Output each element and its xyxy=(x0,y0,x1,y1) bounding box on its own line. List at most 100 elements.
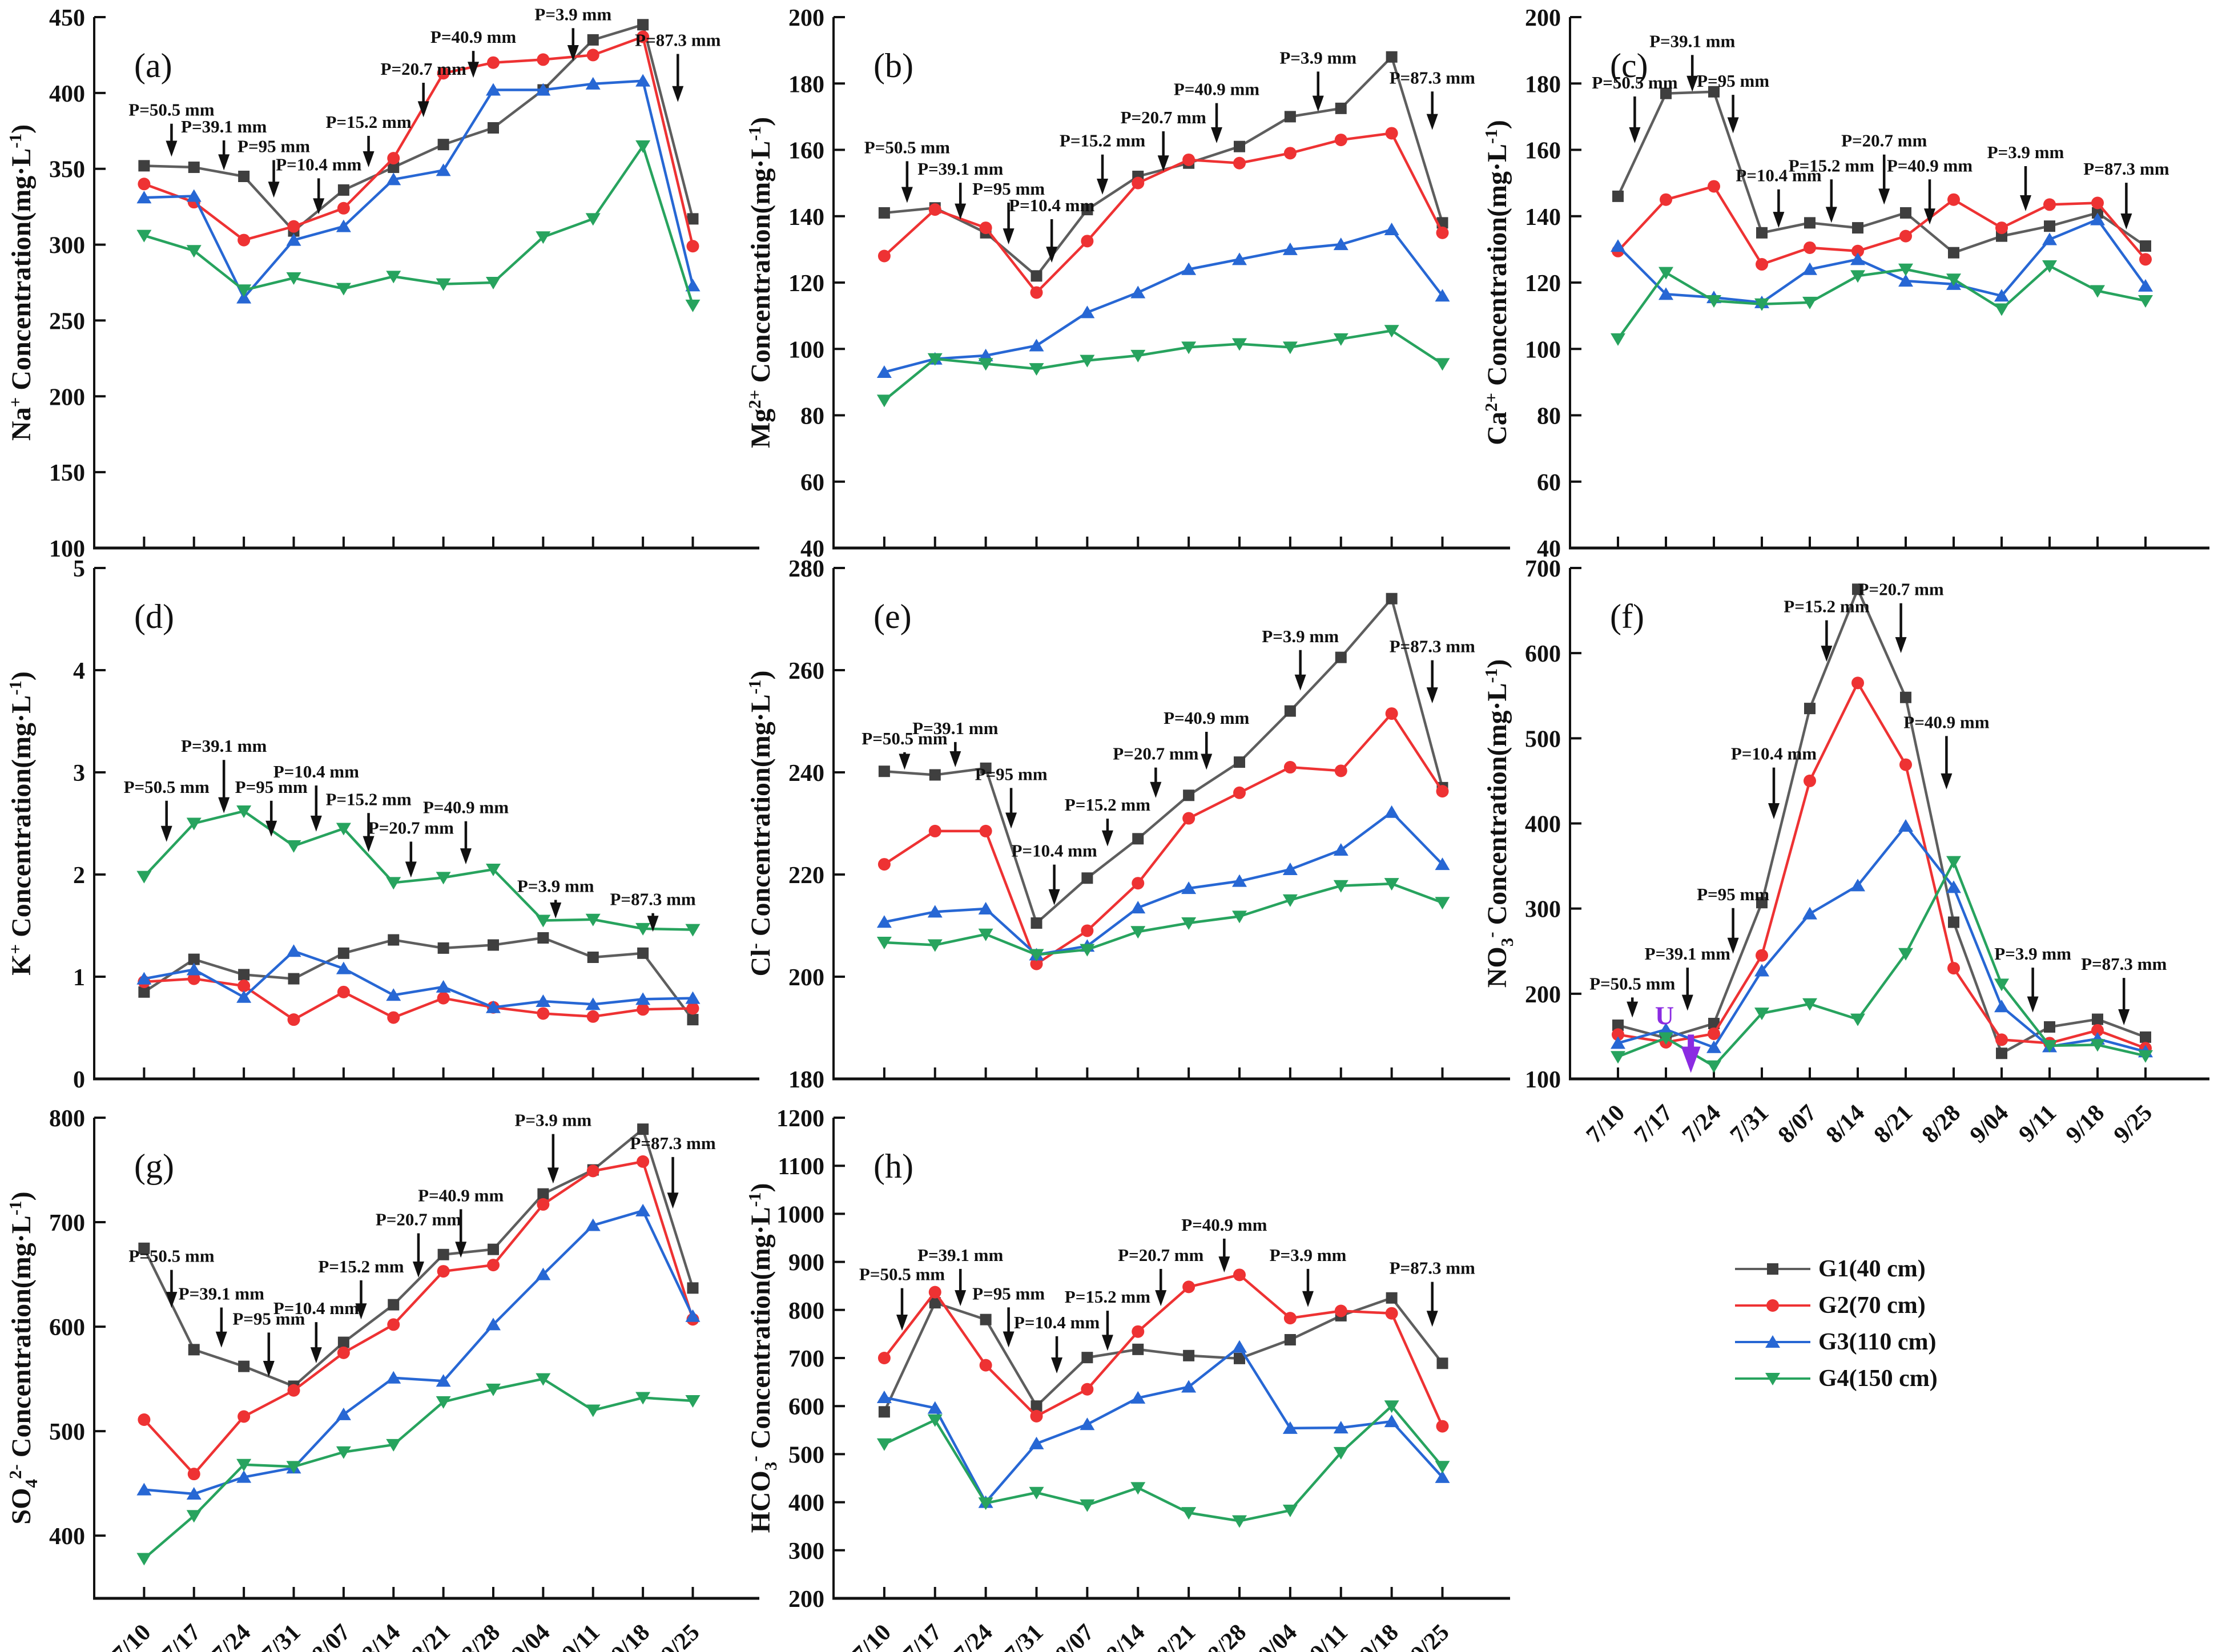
svg-text:800: 800 xyxy=(49,1106,85,1132)
svg-text:9/04: 9/04 xyxy=(1254,1619,1302,1652)
svg-text:700: 700 xyxy=(788,1346,824,1372)
svg-text:P=95 mm: P=95 mm xyxy=(972,1283,1045,1303)
svg-text:P=39.1 mm: P=39.1 mm xyxy=(181,736,267,756)
svg-text:800: 800 xyxy=(788,1298,824,1324)
svg-text:200: 200 xyxy=(49,384,85,410)
svg-text:P=15.2 mm: P=15.2 mm xyxy=(1065,1287,1150,1307)
svg-text:P=10.4 mm: P=10.4 mm xyxy=(276,154,361,174)
svg-text:3: 3 xyxy=(73,760,85,787)
svg-text:500: 500 xyxy=(49,1419,85,1445)
svg-text:200: 200 xyxy=(788,965,824,991)
svg-text:P=10.4 mm: P=10.4 mm xyxy=(1011,841,1097,861)
svg-text:P=39.1 mm: P=39.1 mm xyxy=(917,159,1003,179)
svg-text:260: 260 xyxy=(788,658,824,684)
svg-text:80: 80 xyxy=(1537,404,1561,430)
legend-item-g1: G1(40 cm) xyxy=(1733,1255,1938,1283)
svg-text:(h): (h) xyxy=(873,1147,913,1185)
svg-text:P=50.5 mm: P=50.5 mm xyxy=(128,1246,214,1266)
svg-text:P=10.4 mm: P=10.4 mm xyxy=(273,1298,359,1318)
svg-text:160: 160 xyxy=(1525,138,1561,164)
svg-text:2: 2 xyxy=(73,863,85,889)
svg-text:P=95 mm: P=95 mm xyxy=(232,1308,305,1328)
svg-text:P=15.2 mm: P=15.2 mm xyxy=(1789,155,1874,175)
svg-text:P=3.9 mm: P=3.9 mm xyxy=(1994,944,2071,964)
svg-text:Cl- Concentration(mg·L-1): Cl- Concentration(mg·L-1) xyxy=(744,670,776,976)
g3-triangle-up-marker-icon xyxy=(1735,1335,1810,1348)
svg-text:180: 180 xyxy=(788,71,824,98)
svg-text:40: 40 xyxy=(1537,536,1561,562)
svg-text:(d): (d) xyxy=(134,598,174,635)
svg-text:100: 100 xyxy=(788,337,824,363)
svg-text:400: 400 xyxy=(788,1490,824,1517)
svg-text:600: 600 xyxy=(788,1394,824,1420)
svg-text:240: 240 xyxy=(788,760,824,787)
svg-text:9/18: 9/18 xyxy=(1355,1619,1403,1652)
svg-text:P=87.3 mm: P=87.3 mm xyxy=(1390,636,1475,656)
svg-text:P=87.3 mm: P=87.3 mm xyxy=(610,889,695,909)
svg-text:P=50.5 mm: P=50.5 mm xyxy=(1592,72,1677,92)
svg-text:P=40.9 mm: P=40.9 mm xyxy=(1164,708,1249,728)
svg-text:P=87.3 mm: P=87.3 mm xyxy=(2083,159,2169,179)
svg-text:P=50.5 mm: P=50.5 mm xyxy=(1589,973,1675,993)
svg-text:P=3.9 mm: P=3.9 mm xyxy=(1270,1245,1347,1265)
svg-text:8/21: 8/21 xyxy=(1152,1619,1201,1652)
svg-text:450: 450 xyxy=(49,5,85,31)
svg-text:7/24: 7/24 xyxy=(949,1619,997,1652)
svg-text:900: 900 xyxy=(788,1250,824,1276)
svg-text:P=20.7 mm: P=20.7 mm xyxy=(1121,107,1206,127)
svg-text:100: 100 xyxy=(1525,1067,1561,1093)
svg-text:160: 160 xyxy=(788,138,824,164)
legend-item-g2: G2(70 cm) xyxy=(1733,1291,1938,1320)
svg-text:1: 1 xyxy=(73,965,85,991)
svg-text:P=95 mm: P=95 mm xyxy=(972,179,1045,199)
svg-text:P=50.5 mm: P=50.5 mm xyxy=(128,100,214,120)
svg-text:P=40.9 mm: P=40.9 mm xyxy=(1181,1215,1267,1235)
svg-text:P=50.5 mm: P=50.5 mm xyxy=(862,728,947,748)
svg-text:P=15.2 mm: P=15.2 mm xyxy=(1784,597,1869,617)
legend-label-g1: G1(40 cm) xyxy=(1818,1256,1926,1282)
svg-text:P=10.4 mm: P=10.4 mm xyxy=(1009,195,1094,215)
svg-text:P=20.7 mm: P=20.7 mm xyxy=(1113,744,1198,764)
svg-text:P=50.5 mm: P=50.5 mm xyxy=(859,1264,945,1284)
svg-text:P=95 mm: P=95 mm xyxy=(235,777,308,797)
svg-text:1100: 1100 xyxy=(778,1154,824,1180)
svg-text:P=3.9 mm: P=3.9 mm xyxy=(517,876,594,896)
svg-text:220: 220 xyxy=(788,863,824,889)
svg-text:P=15.2 mm: P=15.2 mm xyxy=(1065,795,1150,815)
svg-text:80: 80 xyxy=(800,404,824,430)
svg-text:P=15.2 mm: P=15.2 mm xyxy=(318,1256,404,1276)
svg-text:P=40.9 mm: P=40.9 mm xyxy=(1887,155,1973,175)
svg-text:P=39.1 mm: P=39.1 mm xyxy=(179,1283,264,1303)
svg-text:P=15.2 mm: P=15.2 mm xyxy=(325,789,411,809)
svg-text:500: 500 xyxy=(1525,726,1561,752)
svg-text:300: 300 xyxy=(49,233,85,259)
svg-text:300: 300 xyxy=(1525,897,1561,923)
svg-text:(g): (g) xyxy=(134,1147,174,1185)
legend-label-g3: G3(110 cm) xyxy=(1818,1329,1937,1355)
svg-text:P=20.7 mm: P=20.7 mm xyxy=(1858,579,1943,599)
svg-text:NO3- Concentration(mg·L-1): NO3- Concentration(mg·L-1) xyxy=(1481,659,1517,988)
legend-label-g4: G4(150 cm) xyxy=(1818,1365,1938,1392)
svg-text:350: 350 xyxy=(49,157,85,183)
svg-text:P=40.9 mm: P=40.9 mm xyxy=(430,27,516,47)
svg-text:P=39.1 mm: P=39.1 mm xyxy=(917,1245,1003,1265)
svg-text:Na+ Concentration(mg·L-1): Na+ Concentration(mg·L-1) xyxy=(5,124,37,441)
svg-text:140: 140 xyxy=(788,204,824,231)
svg-text:P=87.3 mm: P=87.3 mm xyxy=(1390,67,1475,87)
svg-text:P=15.2 mm: P=15.2 mm xyxy=(1060,131,1145,151)
legend: G1(40 cm) G2(70 cm) G3(110 cm) G4(150 cm… xyxy=(1733,1255,1938,1393)
svg-text:1000: 1000 xyxy=(776,1202,824,1228)
svg-text:P=20.7 mm: P=20.7 mm xyxy=(376,1210,461,1230)
svg-text:(e): (e) xyxy=(873,598,912,635)
svg-text:P=20.7 mm: P=20.7 mm xyxy=(381,59,466,79)
svg-text:200: 200 xyxy=(1525,982,1561,1008)
svg-text:7/10: 7/10 xyxy=(848,1619,896,1652)
svg-text:60: 60 xyxy=(800,470,824,496)
svg-text:150: 150 xyxy=(49,460,85,486)
svg-text:P=40.9 mm: P=40.9 mm xyxy=(418,1185,504,1205)
svg-text:8/14: 8/14 xyxy=(1101,1619,1150,1652)
